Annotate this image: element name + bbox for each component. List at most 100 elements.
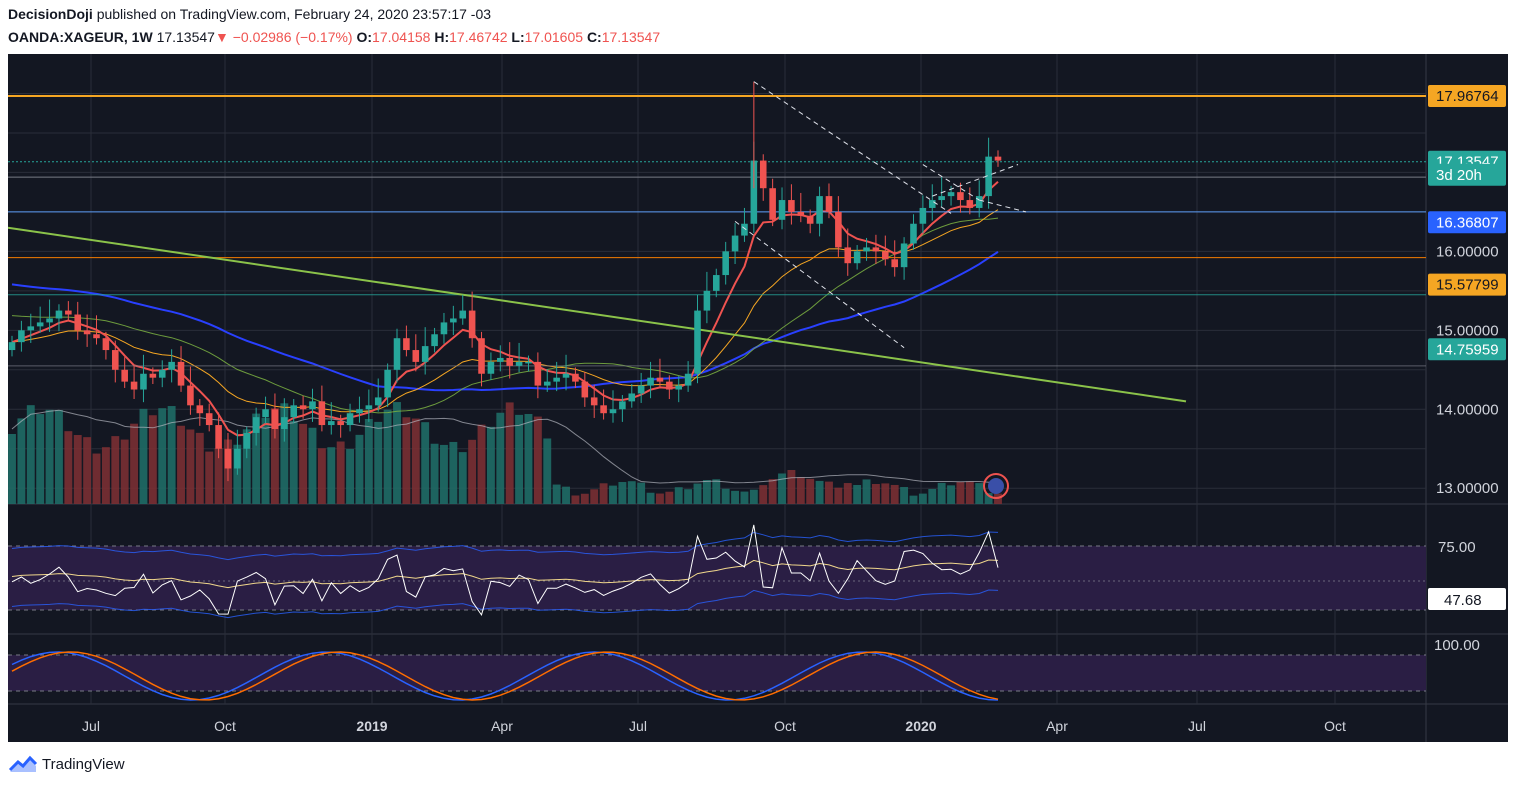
volume-bar xyxy=(440,444,448,504)
volume-bar xyxy=(665,491,674,504)
candle-body xyxy=(684,373,692,386)
volume-bar xyxy=(83,437,92,504)
volume-bar xyxy=(17,418,26,504)
candle-body xyxy=(281,417,288,429)
volume-bar xyxy=(674,487,683,504)
volume-bar xyxy=(693,483,702,504)
volume-bar xyxy=(721,488,730,504)
candle-body xyxy=(844,247,852,264)
stoch-band xyxy=(8,655,1426,691)
candle-body xyxy=(112,350,119,370)
volume-bar xyxy=(918,493,927,504)
volume-bar xyxy=(36,414,45,504)
time-tick-label: Apr xyxy=(1046,718,1068,734)
volume-bar xyxy=(214,447,223,504)
volume-bar xyxy=(73,435,82,504)
time-tick-label: Oct xyxy=(774,718,796,734)
ema50-line xyxy=(11,209,999,413)
candle-body xyxy=(985,156,992,197)
candle-body xyxy=(928,200,936,208)
volume-bar xyxy=(759,485,768,504)
candle-body xyxy=(562,373,570,378)
candle-body xyxy=(572,373,579,382)
rsi-upper-label: 75.00 xyxy=(1438,539,1476,556)
down-arrow-icon: ▼ xyxy=(214,29,229,45)
candle-body xyxy=(46,318,53,323)
volume-bar xyxy=(618,482,627,504)
time-tick-label: Oct xyxy=(214,718,236,734)
volume-bar xyxy=(984,493,993,504)
candle-body xyxy=(403,338,410,351)
candle-body xyxy=(581,381,589,398)
candle-body xyxy=(543,381,551,386)
volume-bar xyxy=(834,487,843,504)
candle-body xyxy=(224,448,232,469)
candle-body xyxy=(74,314,82,331)
volume-bar xyxy=(195,432,204,504)
candle-body xyxy=(816,196,823,224)
price-label-badge: 15.57799 xyxy=(1428,273,1506,296)
candle-body xyxy=(205,413,213,426)
volume-bar xyxy=(562,486,570,504)
brand-name[interactable]: TradingView xyxy=(42,755,125,773)
candle-body xyxy=(243,432,251,449)
price-tick-label: 14.00000 xyxy=(1436,401,1499,418)
candle-body xyxy=(872,247,880,252)
author-name[interactable]: DecisionDoji xyxy=(8,6,93,22)
high-value: 17.46742 xyxy=(449,29,508,45)
footer: TradingView xyxy=(8,752,125,776)
volume-bar xyxy=(712,479,721,504)
candle-body xyxy=(177,361,185,386)
volume-bar xyxy=(430,443,439,504)
candle-body xyxy=(497,357,504,362)
candle-body xyxy=(656,377,664,382)
symbol-label[interactable]: OANDA:XAGEUR, 1W xyxy=(8,29,153,45)
candle-body xyxy=(515,361,523,366)
candle-body xyxy=(731,235,739,252)
volume-bar xyxy=(843,483,852,504)
price-label-text: 16.36807 xyxy=(1436,214,1499,231)
chart-frame[interactable]: 18.0000017.0000016.0000015.0000014.00000… xyxy=(8,54,1508,742)
volume-bar xyxy=(702,480,711,504)
candle-body xyxy=(947,192,955,197)
candle-body xyxy=(102,338,110,351)
candle-body xyxy=(637,385,645,394)
volume-bar xyxy=(965,481,974,504)
volume-bar xyxy=(421,422,430,504)
candle-body xyxy=(741,223,748,236)
candle-body xyxy=(365,405,373,410)
candle-body xyxy=(600,405,607,414)
price-tick-label: 15.00000 xyxy=(1436,322,1499,339)
volume-bar xyxy=(871,484,880,504)
candle-body xyxy=(187,385,194,406)
volume-bar xyxy=(158,408,167,504)
volume-bar xyxy=(327,447,336,504)
candle-body xyxy=(327,421,335,426)
volume-bar xyxy=(299,423,308,504)
low-label: L: xyxy=(511,29,525,45)
candle-body xyxy=(966,200,974,208)
volume-bar xyxy=(815,480,824,504)
volume-bar xyxy=(458,452,467,504)
volume-bar xyxy=(486,426,495,504)
volume-bar xyxy=(280,403,289,504)
candle-body xyxy=(346,413,354,426)
volume-bar xyxy=(64,431,73,504)
high-label: H: xyxy=(434,29,450,45)
volume-bar xyxy=(862,479,871,504)
candle-body xyxy=(421,346,429,362)
volume-bar xyxy=(806,478,815,504)
volume-bar xyxy=(289,420,298,504)
candle-body xyxy=(356,409,363,414)
volume-bar xyxy=(177,425,185,504)
volume-bar xyxy=(120,439,129,504)
volume-bar xyxy=(496,412,505,504)
volume-bar xyxy=(92,453,101,504)
candle-body xyxy=(130,381,138,390)
tradingview-logo-icon[interactable] xyxy=(8,754,38,774)
chart-svg[interactable]: 18.0000017.0000016.0000015.0000014.00000… xyxy=(8,54,1508,742)
candle-body xyxy=(234,448,241,469)
candle-body xyxy=(18,330,25,343)
volume-bar xyxy=(571,495,580,504)
price-label-text: 15.57799 xyxy=(1436,277,1499,294)
